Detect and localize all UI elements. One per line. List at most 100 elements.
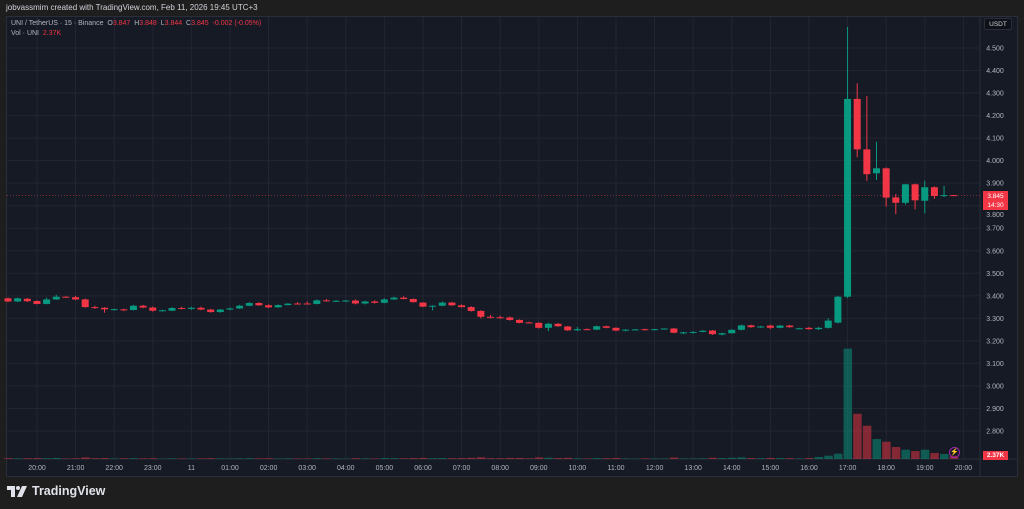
lightning-icon[interactable]: ⚡ [949,447,960,458]
candle-body [487,316,494,318]
candle-body [680,332,687,334]
candle-body [226,308,234,310]
volume-bar [496,458,505,459]
volume-bar [13,458,23,459]
volume-bar [187,458,196,459]
candle-body [168,307,176,311]
close-label: C [186,20,192,27]
x-tick-label: 08:00 [491,465,509,472]
candle-body [593,326,601,330]
y-tick-label: 3.400 [986,293,1004,300]
candle-body [737,325,745,330]
volume-bar [380,458,389,459]
x-tick-label: 23:00 [144,465,162,472]
x-tick-label: 19:00 [916,465,934,472]
y-tick-label: 3.200 [986,338,1004,345]
volume-bar [544,457,553,459]
bar-countdown: 14:30 [987,202,1004,209]
volume-bar [660,458,669,459]
candle-body [149,307,157,311]
volume-bar [872,439,881,459]
volume-bar [940,453,949,459]
volume-bar [225,458,235,459]
candle-body [390,297,398,300]
volume-label[interactable]: Vol · UNI [11,30,40,37]
candle-body [380,299,388,303]
volume-bar [766,457,775,459]
candle-body [535,322,543,328]
candle-body [409,298,417,303]
tradingview-logo[interactable]: TradingView [7,484,105,498]
candle-body [805,327,813,330]
candle-body [294,303,301,305]
volume-bar [785,458,795,459]
change-value: -0.002 (-0.05%) [212,20,262,27]
candle-body [400,297,408,299]
volume-bar [621,458,631,459]
volume-bar [370,458,380,459]
candle-body [265,305,273,308]
low-label: L [160,20,165,27]
volume-bar [264,458,274,459]
symbol-label[interactable]: UNI / TetherUS · 15 · Binance [11,20,104,27]
x-tick-label: 04:00 [337,465,355,472]
volume-bar [467,457,476,459]
candle-body [612,327,620,331]
y-tick-label: 3.700 [986,226,1004,233]
candle-body [554,323,562,327]
x-tick-label: 17:00 [839,465,857,472]
candle-body [101,307,108,310]
volume-value: 2.37K [42,30,62,37]
close-value: 3.845 [191,20,209,27]
y-tick-label: 4.100 [986,136,1004,143]
candle-body [815,327,823,330]
candle-body [91,307,99,309]
volume-bar [476,457,486,459]
volume-bar [447,458,457,459]
volume-bar [418,457,428,459]
volume-bar [843,348,853,459]
y-tick-label: 3.500 [986,271,1004,278]
volume-bar [457,458,467,459]
volume-bar [554,458,563,459]
volume-bar [32,458,42,459]
volume-bar [882,441,891,459]
volume-bar [274,458,283,459]
candle-body [332,300,340,302]
currency-unit-button[interactable]: USDT [984,18,1012,30]
high-value: 3.848 [139,20,157,27]
candle-body [795,328,803,330]
candle-body [23,298,31,302]
open-value: 3.847 [112,20,131,27]
candle-body [303,303,311,305]
candle-body [670,328,678,333]
x-tick-label: 05:00 [376,465,394,472]
candle-body [448,302,456,306]
x-tick-label: 09:00 [530,465,548,472]
volume-bar [708,457,717,459]
x-tick-label: 03:00 [298,465,316,472]
candle-body [139,305,147,308]
volume-bar [61,458,71,459]
candle-body [467,307,475,311]
volume-bar [727,457,737,459]
y-tick-label: 4.300 [986,91,1004,98]
volume-bar [486,458,495,459]
volume-bar [361,458,370,459]
candle-body [940,195,948,197]
volume-bar [814,457,824,459]
volume-bar [804,458,814,459]
candle-body [216,309,224,313]
candle-body [284,303,292,306]
x-tick-label: 06:00 [414,465,432,472]
open-label: O [107,20,113,27]
volume-bar [283,458,293,459]
volume-bar [592,458,602,459]
volume-bar [534,457,544,459]
candle-body [834,296,842,323]
candle-body [882,168,890,198]
volume-bar [573,458,582,459]
volume-bar [602,458,611,459]
candle-body [901,184,909,203]
